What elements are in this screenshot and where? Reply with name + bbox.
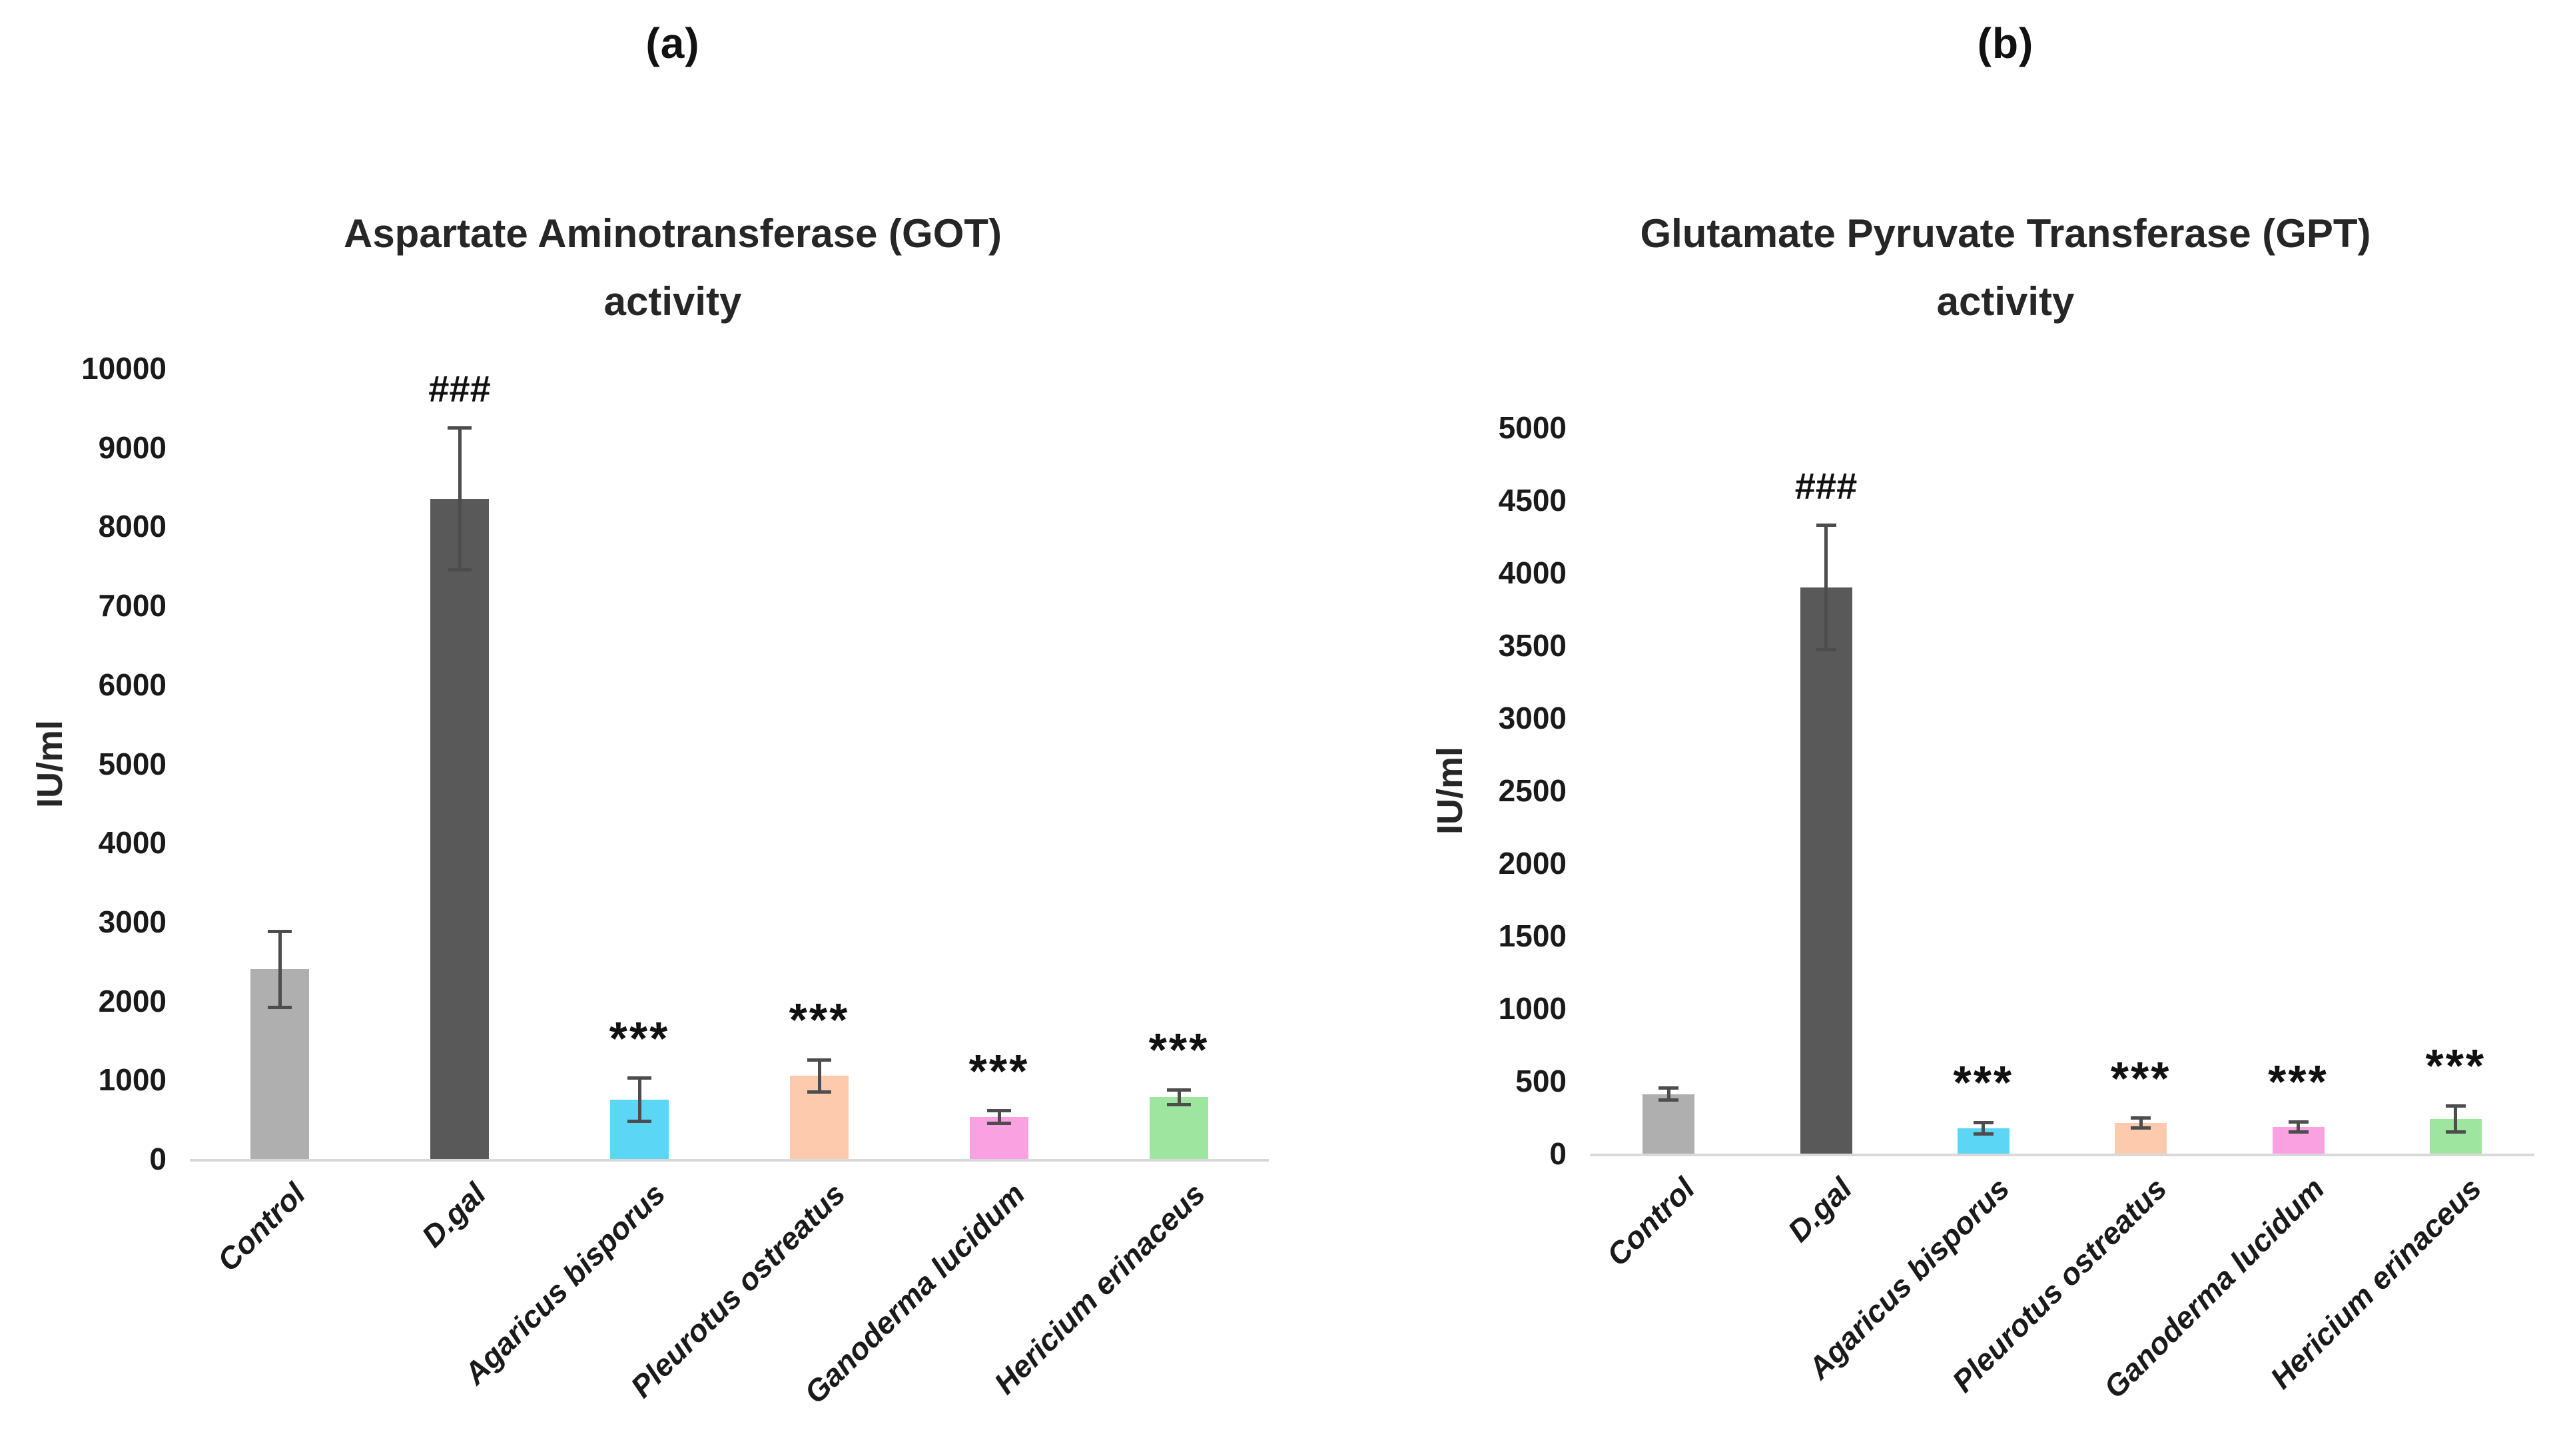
error-bar-cap-top-d-gal xyxy=(1816,523,1836,527)
error-bar-cap-top-agaricus-bisporus xyxy=(1973,1120,1994,1124)
bar-hericium-erinaceus xyxy=(1150,1097,1208,1159)
x-axis-baseline xyxy=(1590,1154,2534,1156)
y-tick-label-9000: 9000 xyxy=(98,430,167,465)
error-bar-cap-bottom-agaricus-bisporus xyxy=(627,1119,651,1123)
error-bar-cap-top-ganoderma-lucidum xyxy=(2288,1120,2309,1124)
chart-title-line2: activity xyxy=(603,279,742,324)
error-bar-line-d-gal xyxy=(458,428,462,570)
significance-stars-agaricus-bisporus: *** xyxy=(1953,1056,2014,1109)
error-bar-line-ganoderma-lucidum xyxy=(997,1110,1001,1124)
y-tick-label-7000: 7000 xyxy=(98,588,167,623)
plot-area-a: 0 1000 2000 3000 4000 5000 6000 7000 8000 9000 100… xyxy=(81,351,1269,1410)
error-bar-cap-top-hericium-erinaceus xyxy=(1167,1088,1191,1092)
x-category-label-d-gal: D.gal xyxy=(1780,1171,1859,1249)
x-category-label-agaricus-bisporus: Agaricus bisporus xyxy=(457,1176,672,1391)
error-bar-cap-top-agaricus-bisporus xyxy=(627,1076,651,1080)
error-bar-cap-bottom-control xyxy=(268,1005,292,1009)
y-tick-label-0: 0 xyxy=(149,1142,167,1176)
significance-stars-ganoderma-lucidum: *** xyxy=(2268,1056,2329,1108)
chart-title-a: Aspartate Aminotransferase (GOT) activit… xyxy=(77,200,1269,336)
y-tick-label-8000: 8000 xyxy=(98,509,167,544)
bar-d-gal xyxy=(430,498,489,1159)
y-tick-label-1000: 1000 xyxy=(98,1062,167,1098)
y-tick-label-5000: 5000 xyxy=(98,746,167,781)
error-bar-line-control xyxy=(278,931,282,1008)
error-bar-line-control xyxy=(1666,1088,1670,1100)
error-bar-cap-bottom-pleurotus-ostreatus xyxy=(807,1090,831,1094)
chart-panel-b: (b) Glutamate Pyruvate Transferase (GPT)… xyxy=(1280,0,2559,1456)
error-bar-line-pleurotus-ostreatus xyxy=(2139,1118,2143,1128)
error-bar-cap-bottom-pleurotus-ostreatus xyxy=(2131,1126,2151,1130)
error-bar-cap-bottom-agaricus-bisporus xyxy=(1973,1132,1994,1136)
x-category-label-d-gal: D.gal xyxy=(414,1176,492,1254)
x-category-label-control: Control xyxy=(210,1176,312,1278)
error-bar-line-ganoderma-lucidum xyxy=(2297,1122,2300,1132)
error-bar-line-d-gal xyxy=(1824,525,1828,650)
bar-d-gal xyxy=(1800,587,1852,1154)
significance-stars-pleurotus-ostreatus: *** xyxy=(789,994,850,1046)
significance-hash-d-gal: ### xyxy=(428,368,491,410)
y-tick-label-2000: 2000 xyxy=(98,983,167,1018)
significance-stars-pleurotus-ostreatus: *** xyxy=(2110,1052,2171,1104)
error-bar-cap-top-hericium-erinaceus xyxy=(2445,1104,2466,1108)
error-bar-cap-top-pleurotus-ostreatus xyxy=(807,1058,831,1062)
error-bar-cap-bottom-d-gal xyxy=(448,568,472,572)
error-bar-cap-bottom-ganoderma-lucidum xyxy=(987,1122,1011,1126)
y-tick-label-3500: 3500 xyxy=(1498,628,1567,663)
error-bar-cap-bottom-hericium-erinaceus xyxy=(2445,1130,2466,1134)
y-tick-label-3000: 3000 xyxy=(1498,701,1567,735)
error-bar-cap-bottom-hericium-erinaceus xyxy=(1167,1103,1191,1107)
y-tick-label-500: 500 xyxy=(1515,1064,1567,1098)
y-tick-label-4000: 4000 xyxy=(1498,555,1567,590)
chart-title-b: Glutamate Pyruvate Transferase (GPT) act… xyxy=(1477,200,2534,336)
error-bar-cap-bottom-ganoderma-lucidum xyxy=(2288,1130,2309,1134)
plot-area-b: 0 500 1000 1500 2000 2500 3000 3500 4000 4500 5000… xyxy=(1280,0,2559,1456)
y-tick-label-6000: 6000 xyxy=(98,667,167,702)
error-bar-cap-top-ganoderma-lucidum xyxy=(987,1109,1011,1113)
y-tick-label-5000: 5000 xyxy=(1498,410,1567,445)
y-tick-label-2000: 2000 xyxy=(1498,846,1567,881)
panel-label-a: (a) xyxy=(645,19,700,67)
y-tick-label-2500: 2500 xyxy=(1498,773,1567,808)
x-axis-baseline xyxy=(190,1159,1269,1162)
y-tick-label-1000: 1000 xyxy=(1498,991,1567,1026)
significance-stars-hericium-erinaceus: *** xyxy=(2425,1040,2486,1092)
chart-panel-a: (a) Aspartate Aminotransferase (GOT) act… xyxy=(30,19,1269,1410)
y-tick-label-3000: 3000 xyxy=(98,904,167,939)
chart-title-line1: Glutamate Pyruvate Transferase (GPT) xyxy=(1640,211,2371,256)
y-tick-label-1500: 1500 xyxy=(1498,918,1567,953)
error-bar-cap-top-control xyxy=(1658,1086,1679,1090)
significance-stars-ganoderma-lucidum: *** xyxy=(968,1044,1030,1097)
significance-hash-d-gal: ### xyxy=(1794,465,1858,508)
significance-stars-agaricus-bisporus: *** xyxy=(609,1012,670,1064)
y-tick-label-0: 0 xyxy=(1549,1136,1567,1171)
error-bar-line-pleurotus-ostreatus xyxy=(817,1060,821,1092)
error-bar-cap-top-d-gal xyxy=(448,426,472,430)
chart-title-line2: activity xyxy=(1936,279,2075,324)
bar-control xyxy=(1643,1094,1695,1154)
error-bar-cap-top-control xyxy=(268,929,292,933)
y-tick-label-10000: 10000 xyxy=(81,351,167,386)
error-bar-line-agaricus-bisporus xyxy=(1982,1122,1986,1134)
error-bar-line-hericium-erinaceus xyxy=(1177,1090,1181,1105)
error-bar-line-agaricus-bisporus xyxy=(637,1078,641,1122)
error-bar-cap-top-pleurotus-ostreatus xyxy=(2131,1116,2151,1120)
chart-title-line1: Aspartate Aminotransferase (GOT) xyxy=(343,211,1002,256)
y-tick-label-4500: 4500 xyxy=(1498,483,1567,518)
x-category-label-control: Control xyxy=(1599,1171,1701,1273)
y-tick-label-4000: 4000 xyxy=(98,825,167,861)
significance-stars-hericium-erinaceus: *** xyxy=(1148,1024,1210,1076)
panel-label-b: (b) xyxy=(1977,19,2034,67)
error-bar-line-hericium-erinaceus xyxy=(2454,1106,2458,1132)
error-bar-cap-bottom-control xyxy=(1658,1098,1679,1102)
error-bar-cap-bottom-d-gal xyxy=(1816,648,1836,652)
